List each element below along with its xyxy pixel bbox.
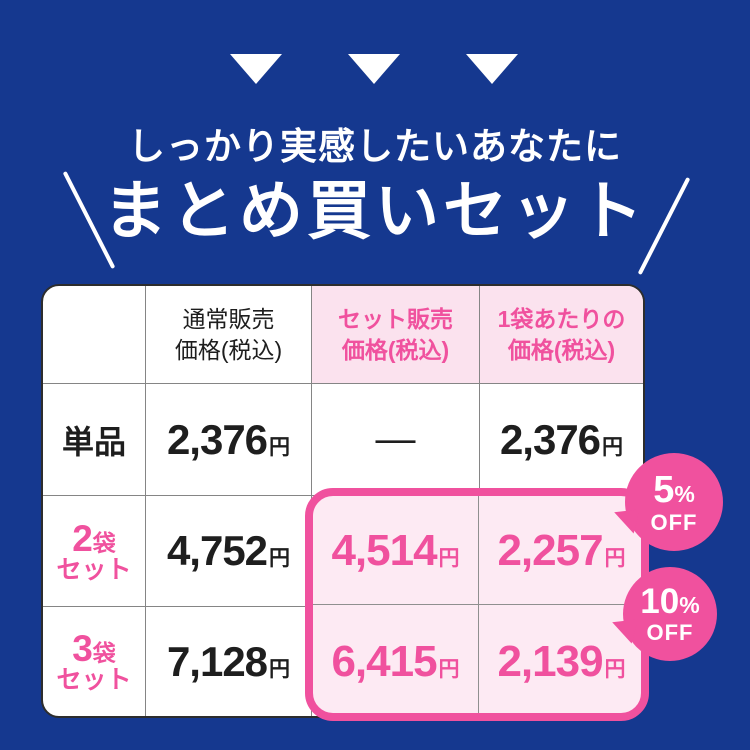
- hero-title: まとめ買いセット: [103, 174, 647, 249]
- discount-badge-10-percent: 10% OFF: [623, 567, 717, 661]
- per-bag-price-single: 2,376 円: [479, 383, 643, 495]
- regular-price-single: 2,376 円: [145, 383, 311, 495]
- badge-percent-text: 5%: [653, 468, 695, 511]
- down-triangle-icon: [230, 54, 282, 84]
- table-corner-cell: [43, 286, 145, 383]
- badge-off-text: OFF: [650, 509, 698, 535]
- column-header-per-bag-price: 1袋あたりの 価格(税込): [479, 286, 643, 383]
- row-label-single: 単品: [43, 383, 145, 495]
- column-header-set-price: セット販売 価格(税込): [311, 286, 479, 383]
- set-price-single-dash: —: [311, 383, 479, 495]
- down-triangle-icon: [466, 54, 518, 84]
- regular-price-2-bag: 4,752 円: [145, 495, 311, 606]
- discount-badge-5-percent: 5% OFF: [625, 453, 723, 551]
- down-triangles: [0, 54, 750, 86]
- column-header-regular-price: 通常販売 価格(税込): [145, 286, 311, 383]
- down-triangle-icon: [348, 54, 400, 84]
- hero-subtitle: しっかり実感したいあなたに: [128, 126, 622, 167]
- badge-off-text: OFF: [646, 620, 694, 645]
- set-price-highlight-frame: [305, 488, 649, 721]
- regular-price-3-bag: 7,128 円: [145, 606, 311, 716]
- badge-percent-text: 10%: [640, 582, 700, 621]
- highlight-inner-horizontal-line: [313, 604, 641, 605]
